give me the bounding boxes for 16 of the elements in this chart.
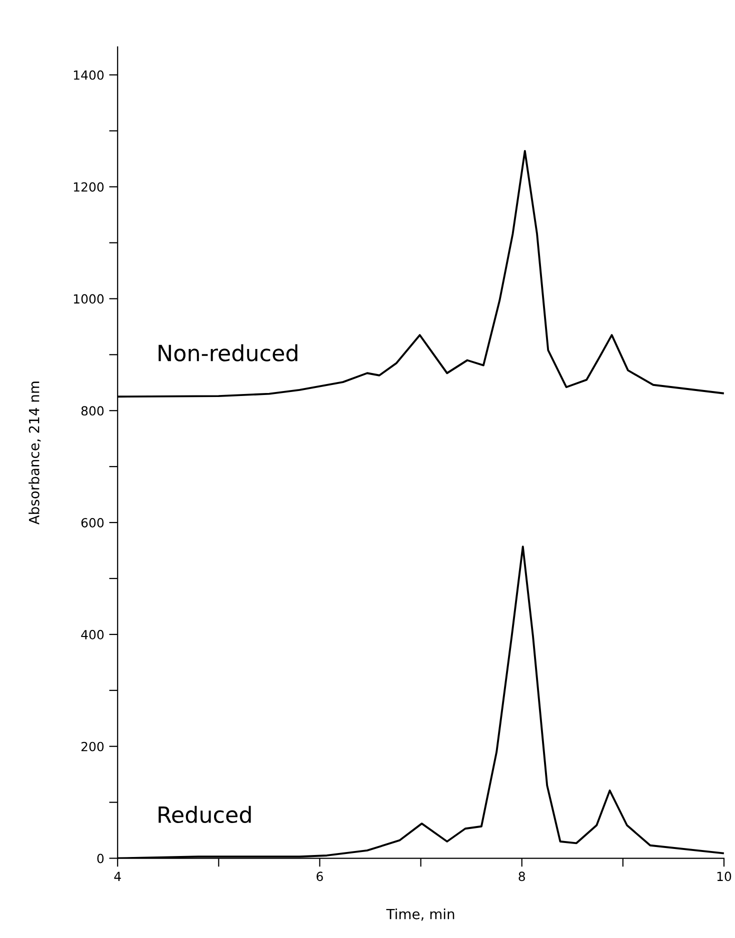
y-tick-label: 200 (81, 742, 104, 752)
series-label: Non-reduced (158, 344, 298, 362)
x-axis-title: Time, min (386, 908, 454, 921)
y-tick-label: 0 (97, 854, 104, 864)
y-tick-label: 600 (81, 518, 104, 528)
x-tick-label: 4 (114, 872, 121, 881)
y-tick-label: 1200 (74, 182, 104, 192)
series-label: Reduced (158, 806, 251, 824)
y-tick-label: 800 (81, 406, 104, 416)
y-tick-label: 1400 (74, 70, 104, 80)
x-tick-label: 6 (316, 872, 323, 882)
y-axis-title: Absorbance, 214 nm (28, 382, 41, 525)
y-tick-label: 400 (81, 630, 104, 640)
y-tick-label: 1000 (74, 294, 104, 304)
x-tick-label: 10 (717, 872, 732, 882)
x-tick-label: 8 (518, 872, 525, 882)
